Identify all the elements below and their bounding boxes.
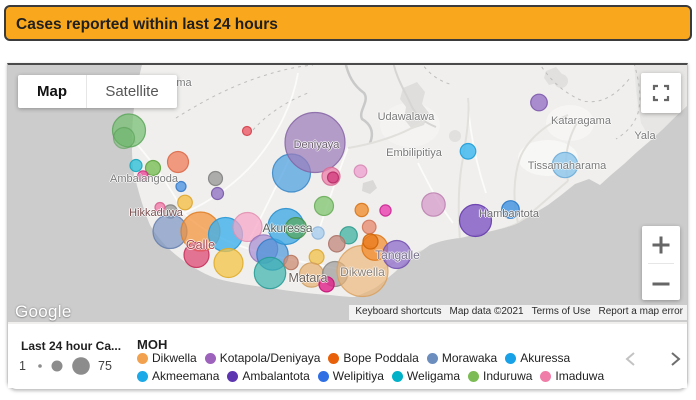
svg-text:75: 75: [98, 359, 112, 373]
svg-text:1: 1: [19, 359, 26, 373]
